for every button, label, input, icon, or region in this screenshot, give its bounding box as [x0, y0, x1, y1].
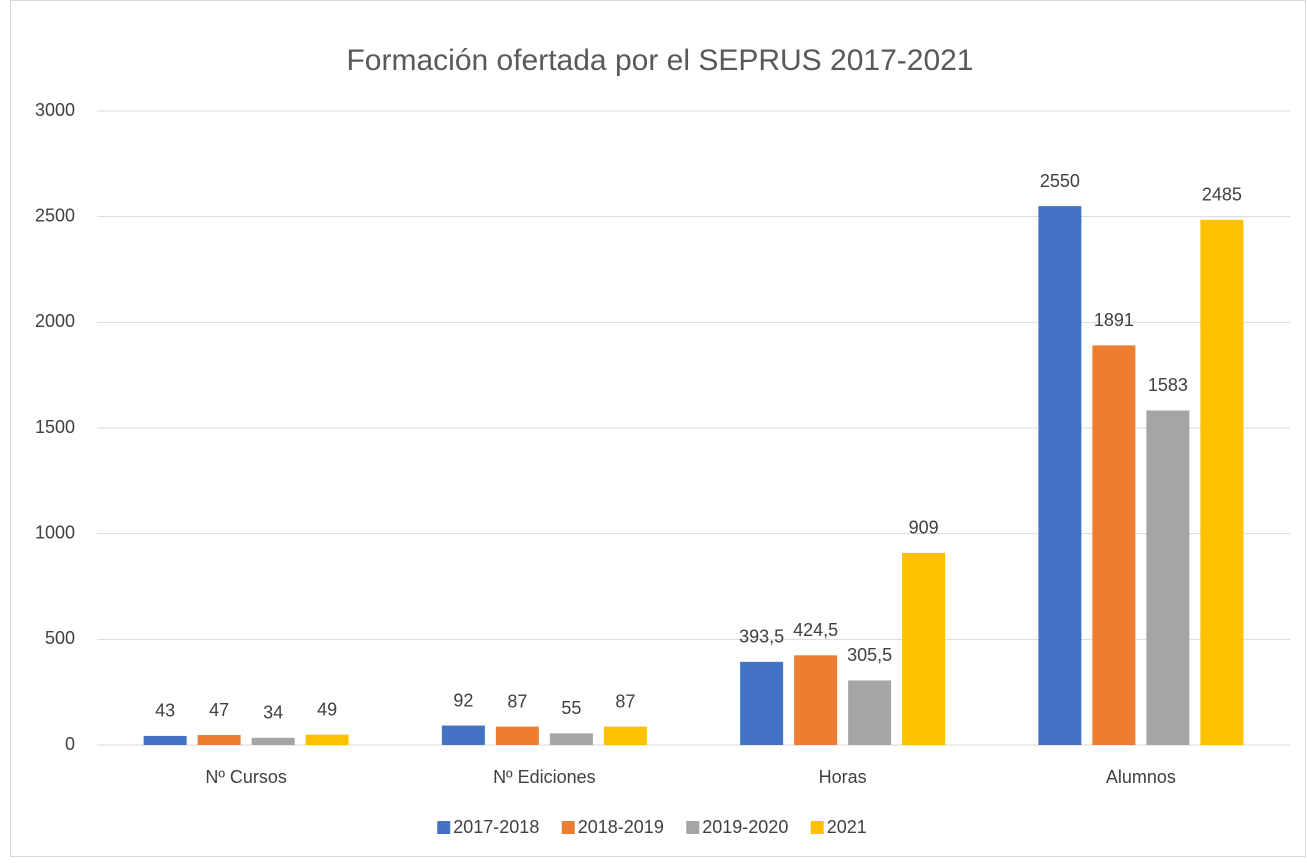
- bar: [1146, 410, 1190, 745]
- bar: [1200, 219, 1244, 745]
- bar: [495, 726, 539, 745]
- data-label: 305,5: [847, 645, 892, 665]
- bar: [549, 733, 593, 745]
- data-label: 43: [155, 701, 175, 721]
- legend-label: 2018-2019: [578, 817, 664, 837]
- bar: [1038, 206, 1082, 746]
- data-label: 47: [209, 700, 229, 720]
- bar: [848, 680, 892, 745]
- data-label: 1891: [1094, 310, 1134, 330]
- data-label: 2550: [1040, 171, 1080, 191]
- data-label: 393,5: [739, 627, 784, 647]
- bar: [902, 552, 946, 745]
- bar: [143, 735, 187, 745]
- data-label: 909: [909, 518, 939, 538]
- bar: [794, 655, 838, 745]
- legend-swatch: [686, 821, 700, 834]
- data-label: 1583: [1148, 375, 1188, 395]
- y-tick-label: 2000: [35, 311, 75, 331]
- bar: [1092, 345, 1136, 745]
- x-tick-label: Horas: [819, 767, 867, 787]
- chart-title: Formación ofertada por el SEPRUS 2017-20…: [346, 44, 973, 77]
- bar: [251, 737, 295, 745]
- bar: [197, 735, 241, 745]
- y-tick-label: 0: [65, 734, 75, 754]
- y-tick-label: 2500: [35, 205, 75, 225]
- legend-label: 2019-2020: [702, 817, 788, 837]
- data-label: 2485: [1202, 185, 1242, 205]
- bar: [305, 734, 349, 745]
- y-tick-label: 1500: [35, 417, 75, 437]
- x-tick-label: Nº Cursos: [205, 767, 287, 787]
- data-label: 49: [317, 699, 337, 719]
- legend-swatch: [810, 821, 824, 834]
- data-label: 55: [561, 698, 581, 718]
- data-label: 92: [453, 690, 473, 710]
- y-tick-label: 3000: [35, 100, 75, 120]
- data-label: 34: [263, 703, 283, 723]
- legend-swatch: [437, 821, 451, 834]
- x-tick-label: Alumnos: [1106, 767, 1176, 787]
- data-label: 87: [507, 691, 527, 711]
- x-tick-label: Nº Ediciones: [493, 767, 596, 787]
- bar: [603, 726, 647, 745]
- legend-swatch: [561, 821, 575, 834]
- data-label: 424,5: [793, 620, 838, 640]
- y-tick-label: 1000: [35, 522, 75, 542]
- bar: [441, 725, 485, 745]
- bar: [740, 661, 784, 745]
- legend-label: 2017-2018: [453, 817, 539, 837]
- legend-label: 2021: [827, 817, 867, 837]
- y-tick-label: 500: [45, 628, 75, 648]
- data-label: 87: [615, 691, 635, 711]
